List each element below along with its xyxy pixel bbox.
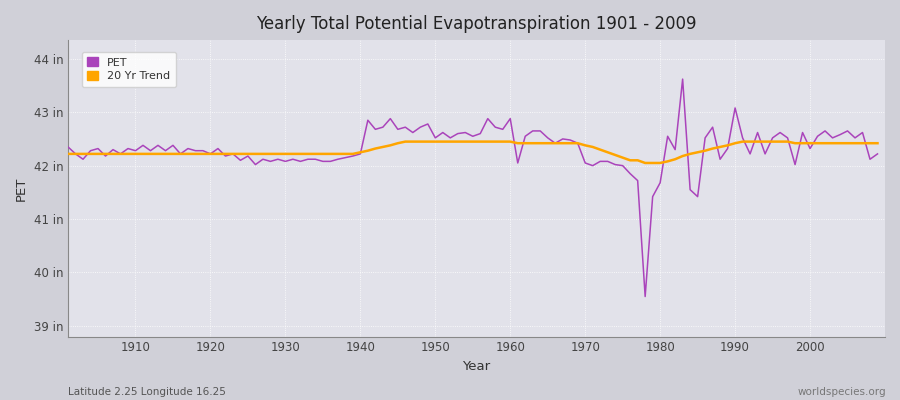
PET (640, 294, 651, 299)
PET (505, 116, 516, 121)
PET (872, 152, 883, 156)
PET (498, 127, 508, 132)
X-axis label: Year: Year (463, 360, 491, 373)
20 Yr Trend (122, 152, 133, 156)
20 Yr Trend (640, 160, 651, 165)
PET (122, 146, 133, 151)
Y-axis label: PET: PET (15, 176, 28, 200)
Title: Yearly Total Potential Evapotranspiration 1901 - 2009: Yearly Total Potential Evapotranspiratio… (256, 15, 697, 33)
20 Yr Trend (602, 150, 613, 155)
PET (63, 144, 74, 149)
20 Yr Trend (63, 152, 74, 156)
20 Yr Trend (512, 141, 523, 146)
Line: 20 Yr Trend: 20 Yr Trend (68, 142, 878, 163)
PET (677, 77, 688, 82)
Legend: PET, 20 Yr Trend: PET, 20 Yr Trend (82, 52, 176, 87)
PET (595, 159, 606, 164)
20 Yr Trend (505, 139, 516, 144)
20 Yr Trend (400, 139, 410, 144)
20 Yr Trend (287, 152, 298, 156)
Text: Latitude 2.25 Longitude 16.25: Latitude 2.25 Longitude 16.25 (68, 387, 225, 397)
Text: worldspecies.org: worldspecies.org (798, 387, 886, 397)
20 Yr Trend (872, 141, 883, 146)
PET (287, 157, 298, 162)
Line: PET: PET (68, 79, 878, 296)
20 Yr Trend (332, 152, 343, 156)
PET (332, 157, 343, 162)
